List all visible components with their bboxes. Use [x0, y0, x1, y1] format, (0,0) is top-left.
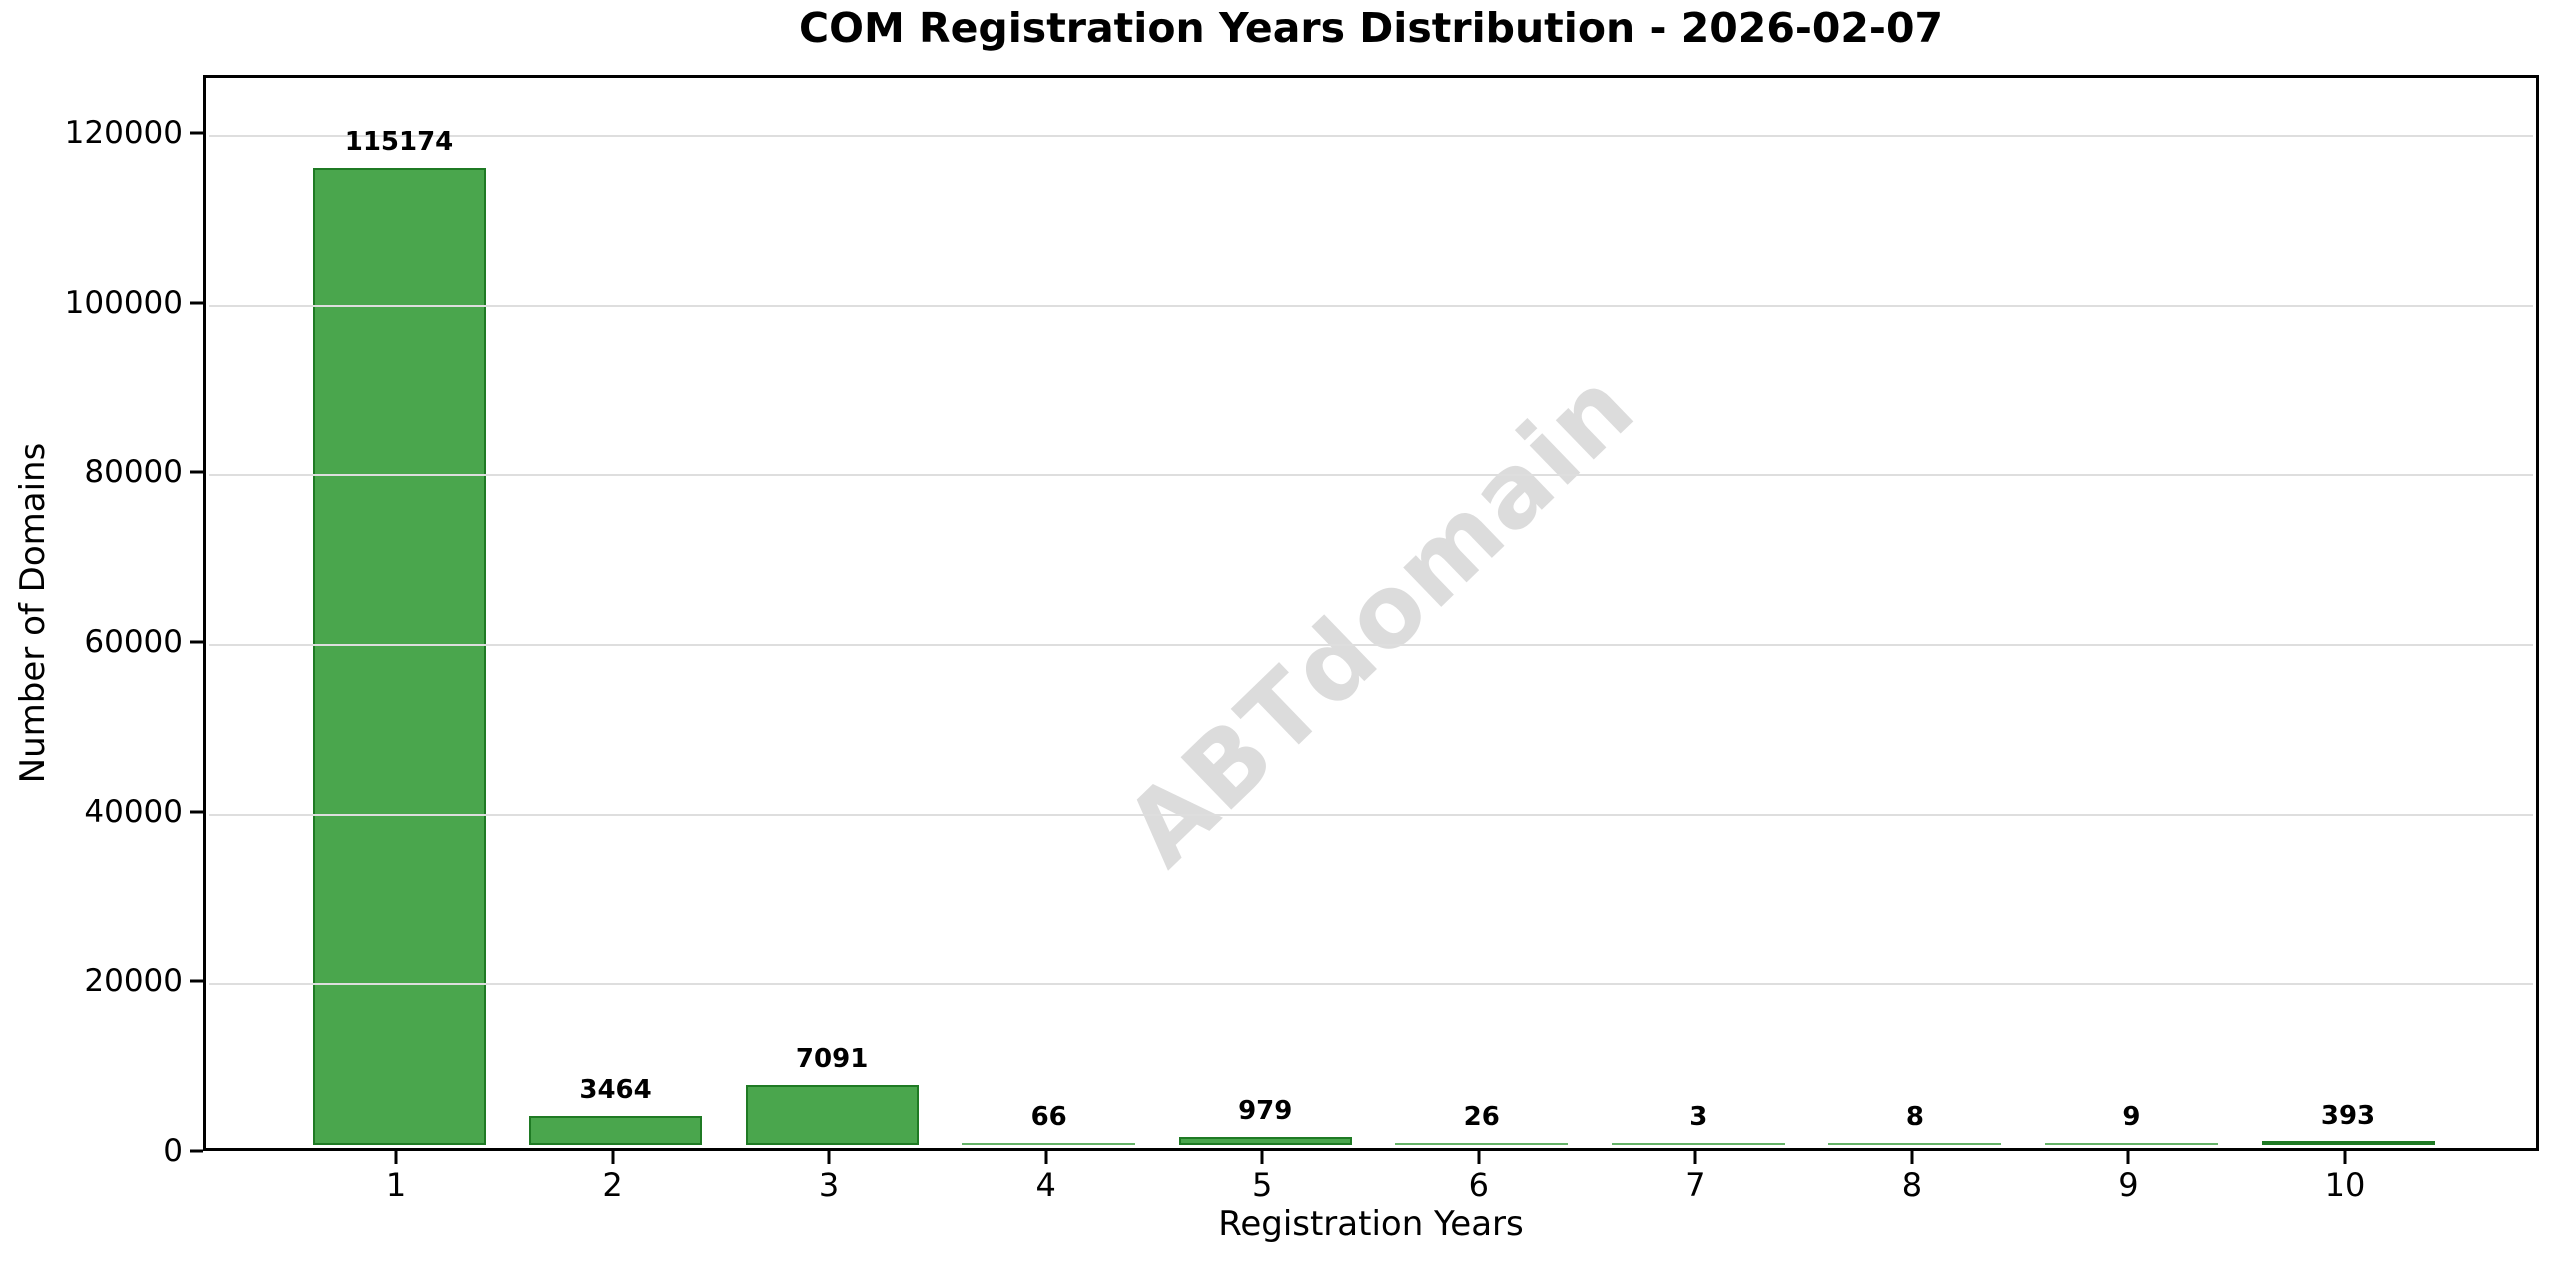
x-tick-mark-7	[1693, 1151, 1697, 1164]
x-tick-label-1: 1	[385, 1166, 407, 1204]
bar-year-1	[312, 167, 486, 1145]
bar-year-6	[1395, 1143, 1569, 1145]
bar-year-4	[962, 1143, 1136, 1145]
x-tick-label-2: 2	[602, 1166, 623, 1204]
x-tick-label-9: 9	[2118, 1166, 2139, 1204]
y-tick-mark-120000	[190, 131, 203, 135]
x-tick-label-7: 7	[1685, 1166, 1706, 1204]
bar-year-10	[2261, 1141, 2435, 1145]
y-tick-mark-80000	[190, 470, 203, 474]
bar-year-2	[529, 1115, 703, 1145]
y-tick-mark-0	[190, 1149, 203, 1153]
bar-year-8	[1828, 1143, 2002, 1145]
x-tick-label-6: 6	[1468, 1166, 1489, 1204]
y-tick-label-80000: 80000	[84, 454, 183, 491]
x-tick-mark-10	[2343, 1151, 2347, 1164]
y-tick-mark-100000	[190, 301, 203, 305]
x-tick-mark-8	[1910, 1151, 1914, 1164]
x-tick-mark-2	[611, 1151, 615, 1164]
y-tick-label-20000: 20000	[84, 963, 183, 1000]
y-tick-label-120000: 120000	[64, 115, 183, 151]
x-tick-mark-5	[1260, 1151, 1264, 1164]
x-tick-label-4: 4	[1035, 1166, 1056, 1204]
plot-area: ABTdomain 115174 3464 7091 66 979 26 3 8 9 393	[203, 75, 2539, 1151]
chart-title: COM Registration Years Distribution - 20…	[799, 4, 1943, 52]
y-tick-mark-60000	[190, 640, 203, 644]
bar-year-9	[2044, 1143, 2218, 1145]
y-axis-label: Number of Domains	[13, 442, 53, 784]
y-tick-label-60000: 60000	[84, 624, 183, 660]
bar-year-7	[1611, 1143, 1785, 1145]
y-tick-label-100000: 100000	[64, 284, 183, 321]
y-tick-mark-20000	[190, 979, 203, 983]
x-tick-label-5: 5	[1252, 1166, 1273, 1204]
y-tick-label-0: 0	[163, 1133, 183, 1169]
x-tick-mark-4	[1044, 1151, 1048, 1164]
y-tick-label-40000: 40000	[84, 793, 183, 830]
x-tick-label-8: 8	[1901, 1166, 1923, 1204]
x-tick-mark-9	[2126, 1151, 2130, 1164]
x-tick-mark-6	[1477, 1151, 1481, 1164]
y-tick-mark-40000	[190, 810, 203, 814]
bar-year-3	[745, 1084, 919, 1145]
x-axis-label: Registration Years	[1218, 1204, 1524, 1244]
x-tick-mark-3	[827, 1151, 831, 1164]
x-tick-label-10: 10	[2324, 1166, 2366, 1204]
bar-year-5	[1178, 1136, 1352, 1145]
x-tick-label-3: 3	[818, 1166, 840, 1204]
bars-layer	[206, 78, 2536, 1148]
x-tick-mark-1	[394, 1151, 398, 1164]
